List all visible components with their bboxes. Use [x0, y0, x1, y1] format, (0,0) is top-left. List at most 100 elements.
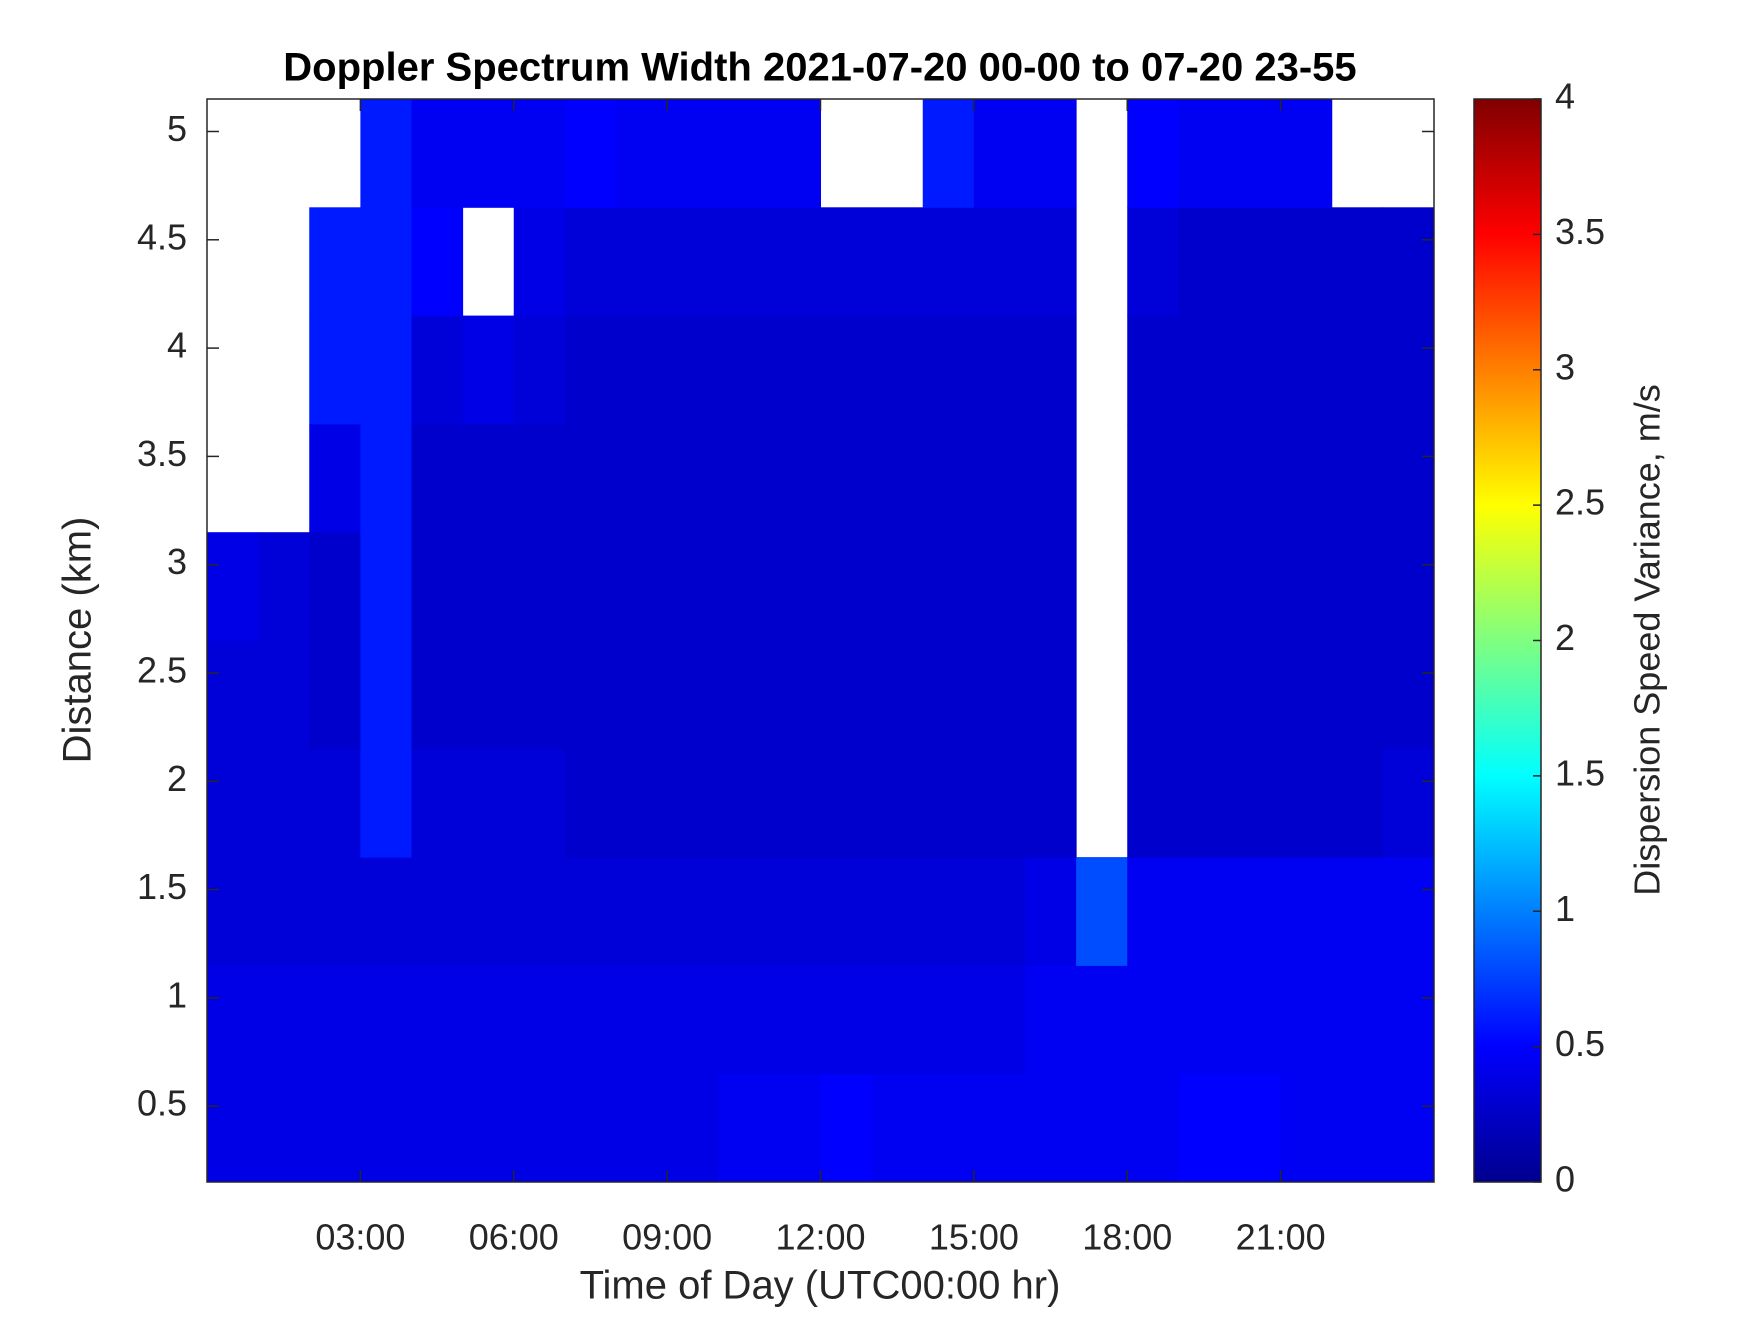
heatmap-cell [258, 857, 310, 966]
heatmap-cell [513, 748, 566, 858]
y-tick-label: 2 [167, 758, 187, 799]
heatmap-cell [973, 315, 1026, 425]
x-tick-label: 12:00 [775, 1217, 865, 1258]
heatmap-cell [871, 207, 924, 317]
heatmap-cell [1229, 532, 1282, 641]
heatmap-cell [922, 207, 975, 317]
heatmap-cell [718, 315, 770, 425]
heatmap-cell [1178, 748, 1230, 858]
y-tick-label: 0.5 [137, 1083, 187, 1124]
heatmap-cell [871, 857, 924, 966]
heatmap-cell [1229, 99, 1282, 208]
heatmap-cell [922, 748, 975, 858]
heatmap-cell [718, 532, 770, 641]
heatmap-cell [973, 965, 1026, 1075]
heatmap-cell [769, 640, 821, 750]
heatmap-cell [1280, 99, 1333, 208]
heatmap-cell [922, 965, 975, 1075]
heatmap-cell [871, 1073, 924, 1183]
heatmap-cell [1127, 748, 1179, 858]
heatmap-cell [922, 532, 975, 641]
heatmap-cell [360, 532, 412, 641]
heatmap-cell [769, 423, 821, 533]
heatmap-cell [513, 1073, 566, 1183]
heatmap-cell [1127, 857, 1179, 966]
heatmap-cell [769, 965, 821, 1075]
heatmap-cell [513, 965, 566, 1075]
x-axis-label: Time of Day (UTC00:00 hr) [580, 1264, 1061, 1308]
heatmap-cell [1280, 748, 1333, 858]
heatmap-cell [207, 640, 259, 750]
y-tick-label: 1 [167, 974, 187, 1015]
heatmap-cell [1178, 532, 1230, 641]
heatmap-cell [1127, 965, 1179, 1075]
heatmap-cell [1229, 965, 1282, 1075]
heatmap-cell [411, 315, 464, 425]
heatmap-cell [616, 748, 668, 858]
heatmap-cell [1178, 1073, 1230, 1183]
heatmap-cell [1331, 748, 1384, 858]
heatmap-cell [1331, 423, 1384, 533]
heatmap-cell [616, 640, 668, 750]
heatmap-cell [616, 1073, 668, 1183]
heatmap-cell [462, 532, 515, 641]
heatmap-cell [1025, 1073, 1077, 1183]
heatmap-cell [207, 857, 259, 966]
y-tick-label: 3 [167, 541, 187, 582]
heatmap-cell [309, 857, 361, 966]
x-tick-label: 06:00 [469, 1217, 559, 1258]
heatmap-cell [769, 532, 821, 641]
heatmap-cell [1280, 1073, 1333, 1183]
heatmap-cell [1025, 532, 1077, 641]
colorbar-tick-label: 3 [1555, 346, 1575, 387]
heatmap-cell [1280, 315, 1333, 425]
heatmap-cell [309, 207, 361, 317]
heatmap-cell [973, 640, 1026, 750]
heatmap-cell [1178, 640, 1230, 750]
heatmap-cell [360, 857, 412, 966]
y-tick-label: 5 [167, 108, 187, 149]
heatmap-cell [411, 857, 464, 966]
heatmap-cell [820, 857, 873, 966]
heatmap-cell [667, 532, 719, 641]
heatmap-cell [922, 1073, 975, 1183]
heatmap-cell [667, 1073, 719, 1183]
heatmap-cell [973, 748, 1026, 858]
heatmap-cell [718, 857, 770, 966]
heatmap-cell [207, 1073, 259, 1183]
heatmap-cell [667, 748, 719, 858]
heatmap-cell [1331, 640, 1384, 750]
y-tick-label: 2.5 [137, 650, 187, 691]
heatmap-cell [1127, 640, 1179, 750]
colorbar [1473, 98, 1542, 1183]
heatmap-cell [1229, 748, 1282, 858]
heatmap-cell [462, 423, 515, 533]
heatmap-cell [462, 748, 515, 858]
heatmap-cell [718, 207, 770, 317]
heatmap-cell [1127, 207, 1179, 317]
heatmap-cell [973, 857, 1026, 966]
heatmap-cell [820, 965, 873, 1075]
heatmap-cell [1076, 1073, 1128, 1183]
heatmap-cell [1331, 965, 1384, 1075]
heatmap-cell [769, 99, 821, 208]
heatmap-cell [667, 423, 719, 533]
heatmap-cell [258, 965, 310, 1075]
heatmap-cell [1025, 99, 1077, 208]
heatmap-cell [667, 99, 719, 208]
heatmap-cell [820, 423, 873, 533]
heatmap-cell [309, 532, 361, 641]
heatmap-cell [718, 748, 770, 858]
colorbar-tick-label: 0.5 [1555, 1023, 1605, 1064]
heatmap-cell [360, 423, 412, 533]
y-tick-label: 4 [167, 325, 187, 366]
heatmap-cell [922, 857, 975, 966]
heatmap-cell [360, 748, 412, 858]
heatmap-cell [769, 857, 821, 966]
heatmap-cell [973, 1073, 1026, 1183]
colorbar-tick-label: 4 [1555, 76, 1575, 117]
heatmap-cell [1025, 207, 1077, 317]
heatmap-cell [564, 748, 617, 858]
heatmap-cell [1382, 1073, 1435, 1183]
heatmap-cell [360, 640, 412, 750]
